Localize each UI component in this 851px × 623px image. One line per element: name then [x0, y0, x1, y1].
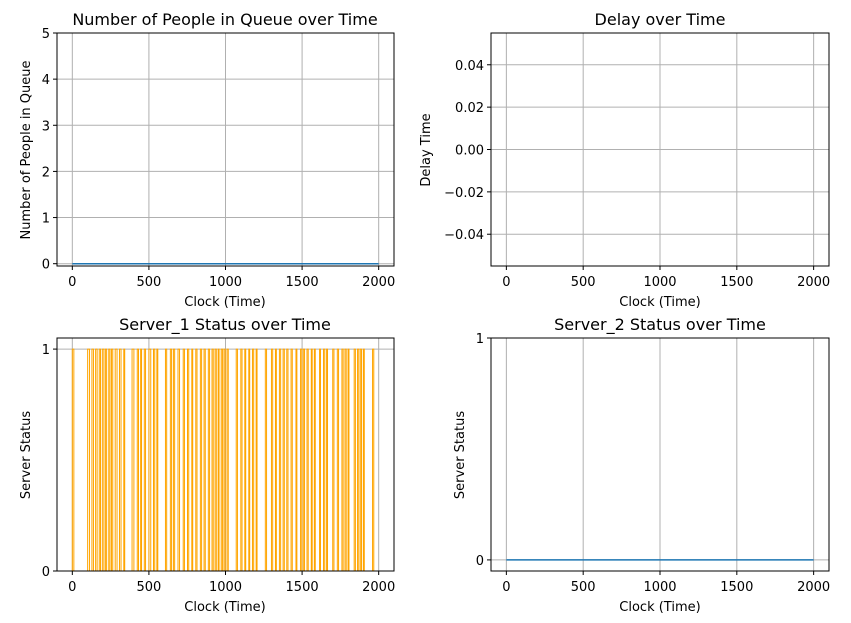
x-tick-label: 1500 [720, 275, 753, 290]
x-tick-label: 500 [136, 275, 161, 290]
x-tick-label: 0 [502, 275, 510, 290]
y-tick-label: 2 [42, 165, 50, 180]
y-tick-label: 1 [42, 212, 50, 227]
x-tick-label: 1000 [209, 580, 242, 595]
x-tick-label: 1500 [720, 580, 753, 595]
chart-title: Server_2 Status over Time [554, 315, 766, 335]
y-tick-label: −0.02 [444, 186, 484, 201]
x-tick-label: 2000 [797, 275, 830, 290]
x-tick-label: 0 [68, 275, 76, 290]
series-line [71, 348, 375, 571]
y-axis-label: Number of People in Queue [19, 60, 34, 239]
y-tick-label: 3 [42, 119, 50, 134]
x-tick-label: 2000 [797, 580, 830, 595]
x-tick-label: 2000 [362, 580, 395, 595]
chart-title: Delay over Time [595, 10, 726, 29]
x-tick-label: 1000 [209, 275, 242, 290]
chart-server-2-status: Server_2 Status over Time Clock (Time) S… [453, 315, 830, 615]
x-tick-label: 500 [571, 580, 596, 595]
chart-title: Number of People in Queue over Time [72, 10, 377, 29]
y-tick-label: 1 [476, 332, 484, 347]
x-tick-label: 1500 [286, 580, 319, 595]
x-tick-label: 1000 [643, 275, 676, 290]
x-tick-label: 1000 [643, 580, 676, 595]
x-tick-label: 2000 [362, 275, 395, 290]
x-tick-label: 0 [502, 580, 510, 595]
x-axis-label: Clock (Time) [619, 600, 700, 615]
y-axis-label: Server Status [453, 411, 468, 499]
x-axis-label: Clock (Time) [184, 295, 265, 310]
x-tick-label: 0 [68, 580, 76, 595]
y-tick-label: 0.04 [455, 59, 484, 74]
y-axis-label: Delay Time [419, 113, 434, 186]
y-tick-label: 0 [42, 258, 50, 273]
y-tick-label: 5 [42, 27, 50, 42]
y-tick-label: 1 [42, 343, 50, 358]
plot-area [57, 32, 394, 266]
x-tick-label: 1500 [286, 275, 319, 290]
plot-area [57, 338, 394, 572]
chart-server-1-status: Server_1 Status over Time Clock (Time) S… [19, 315, 395, 615]
chart-title: Server_1 Status over Time [119, 315, 331, 335]
y-tick-label: 4 [42, 73, 50, 88]
x-axis-label: Clock (Time) [619, 295, 700, 310]
chart-delay: Delay over Time Clock (Time) Delay Time … [419, 10, 830, 310]
y-tick-label: 0.02 [455, 101, 484, 116]
chart-queue-length: Number of People in Queue over Time Cloc… [19, 10, 395, 310]
y-axis-label: Server Status [19, 411, 34, 499]
y-tick-label: 0 [476, 554, 484, 569]
x-tick-label: 500 [136, 580, 161, 595]
y-tick-label: 0.00 [455, 144, 484, 159]
plot-area [491, 337, 829, 571]
y-tick-label: −0.04 [444, 228, 484, 243]
plot-area [491, 33, 829, 266]
x-tick-label: 500 [571, 275, 596, 290]
y-tick-label: 0 [42, 565, 50, 580]
x-axis-label: Clock (Time) [184, 600, 265, 615]
